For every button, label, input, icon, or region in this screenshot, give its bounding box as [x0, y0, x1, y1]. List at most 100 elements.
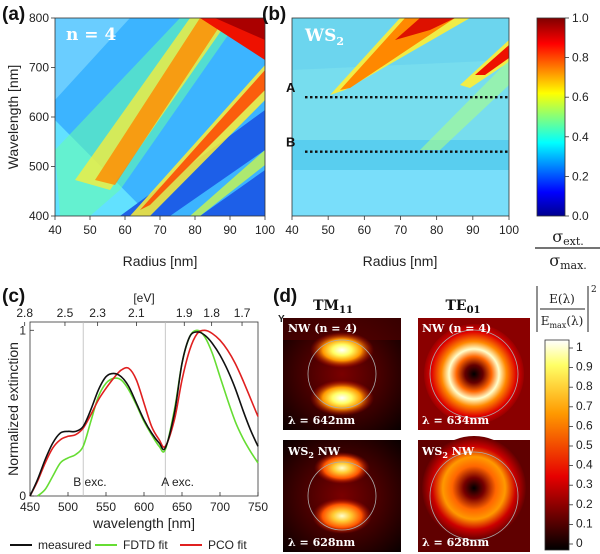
- top-tick-label-c-3: 2.1: [128, 306, 145, 320]
- svg-text:Emax(λ): Emax(λ): [541, 314, 584, 330]
- field-map-tm-ws2-title: WS2 NW: [287, 445, 341, 460]
- axis-marker-d: Y: [278, 314, 285, 325]
- y-tick-label-a-700: 700: [29, 61, 49, 75]
- colorbar-b-tick-label-2: 0.4: [572, 130, 589, 144]
- colorbar-d-tick-label-5: 0.5: [576, 438, 593, 452]
- legend-label-2: PCO fit: [208, 538, 247, 552]
- field-map-te-ws2-lambda: λ = 628nm: [422, 536, 490, 549]
- x-tick-label-b-60: 60: [358, 223, 372, 237]
- plot-c-frame: [29, 321, 259, 497]
- annotation-label-A: A: [286, 80, 296, 95]
- legend-label-1: FDTD fit: [123, 538, 168, 552]
- y-tick-label-a-500: 500: [29, 160, 49, 174]
- colorbar-b-tick-label-0: 0.0: [572, 209, 589, 223]
- x-tick-label-b-90: 90: [466, 223, 480, 237]
- colorbar-d-tick-label-8: 0.2: [576, 497, 593, 511]
- legend-label-0: measured: [38, 538, 91, 552]
- y-tick-label-a-600: 600: [29, 110, 49, 124]
- field-map-te-nw-lambda: λ = 634nm: [422, 414, 490, 427]
- x-tick-label-b-50: 50: [321, 223, 335, 237]
- top-tick-label-c-4: 1.9: [176, 306, 193, 320]
- top-tick-label-c-1: 2.5: [57, 306, 74, 320]
- svg-text:σext.: σext.: [552, 227, 584, 248]
- x-tick-label-c-650: 650: [172, 500, 192, 514]
- field-map-te-ws2-title: WS2 NW: [421, 445, 475, 460]
- x-tick-label-b-40: 40: [285, 223, 299, 237]
- field-map-te-nw: NW (n = 4) λ = 634nm: [418, 318, 530, 430]
- colorbar-d-tick-label-10: 0: [576, 536, 583, 550]
- series-line-pco-fit: [29, 329, 259, 497]
- field-map-tm-ws2-lambda: λ = 628nm: [288, 536, 356, 549]
- ylabel-c: Normalized extinction: [5, 342, 21, 476]
- colorbar-b-tick-label-4: 0.8: [572, 51, 589, 65]
- plot-c: B exc. A exc. 450 500 550 600 650 700 750 2.8 2.5 2…: [16, 306, 268, 514]
- x-tick-label-b-70: 70: [394, 223, 408, 237]
- legend-c: measured FDTD fit PCO fit: [10, 538, 247, 552]
- colorbar-d-tick-label-3: 0.7: [576, 399, 593, 413]
- x-tick-label-c-700: 700: [210, 500, 230, 514]
- field-map-tm-nw-title: NW (n = 4): [288, 322, 357, 335]
- ylabel-a: Wavelength [nm]: [5, 65, 21, 170]
- heatmap-a: n = 4: [54, 17, 266, 217]
- x-tick-label-a-40: 40: [48, 223, 62, 237]
- x-tick-label-a-90: 90: [223, 223, 237, 237]
- field-map-tm-nw-lambda: λ = 642nm: [288, 414, 356, 427]
- x-tick-label-c-500: 500: [58, 500, 78, 514]
- series-line-measured: [29, 331, 259, 497]
- heatmap-b-inset-label: WS2: [304, 26, 344, 48]
- svg-text:E(λ): E(λ): [549, 292, 575, 306]
- top-tick-label-c-6: 1.7: [234, 306, 251, 320]
- colorbar-d: [544, 339, 570, 551]
- panel-label-c: (c): [2, 286, 25, 307]
- colorbar-d-tick-label-4: 0.6: [576, 418, 593, 432]
- field-map-tm-ws2: WS2 NW λ = 628nm: [283, 440, 401, 552]
- colorbar-d-tick-label-1: 0.9: [576, 360, 593, 374]
- colorbar-d-tick-label-2: 0.8: [576, 379, 593, 393]
- field-map-te-nw-title: NW (n = 4): [422, 322, 491, 335]
- heatmap-b: WS2 A B: [286, 17, 510, 217]
- svg-text:2: 2: [591, 285, 597, 295]
- panel-label-b: (b): [262, 4, 286, 25]
- field-map-tm-nw: NW (n = 4) λ = 642nm: [283, 318, 401, 430]
- x-tick-label-c-750: 750: [248, 500, 268, 514]
- x-tick-label-c-450: 450: [20, 500, 40, 514]
- field-map-te-ws2: WS2 NW λ = 628nm: [418, 436, 530, 552]
- colorbar-b-ticks: 0.0 0.2 0.4 0.6 0.8 1.0: [565, 11, 589, 223]
- axes-a: 40 50 60 70 80 90 100 400 500 600 700 800: [29, 11, 275, 237]
- heatmap-a-inset-label: n = 4: [66, 25, 116, 45]
- x-tick-label-c-550: 550: [96, 500, 116, 514]
- xlabel-b: Radius [nm]: [363, 253, 438, 269]
- colorbar-d-tick-label-9: 0.1: [576, 516, 593, 530]
- y-tick-label-a-400: 400: [29, 209, 49, 223]
- x-tick-label-a-50: 50: [83, 223, 97, 237]
- axes-b: 40 50 60 70 80 90 100: [285, 216, 519, 237]
- colorbar-b-tick-label-1: 0.2: [572, 169, 589, 183]
- annotation-label-A exc.: A exc.: [161, 475, 194, 489]
- x-tick-label-b-80: 80: [430, 223, 444, 237]
- panel-label-d: (d): [273, 286, 297, 307]
- panel-label-a: (a): [2, 4, 25, 25]
- colorbar-d-ticks: 1 0.9 0.8 0.7 0.6 0.5 0.4 0.3 0.2 0.1 0: [569, 340, 593, 550]
- top-tick-label-c-5: 1.8: [203, 306, 220, 320]
- colorbar-b-tick-label-3: 0.6: [572, 90, 589, 104]
- top-tick-label-c-0: 2.8: [16, 306, 33, 320]
- colorbar-d-tick-label-6: 0.4: [576, 458, 593, 472]
- x-tick-label-b-100: 100: [499, 223, 519, 237]
- column-title-te: TE01: [445, 298, 480, 316]
- xlabel-c: wavelength [nm]: [92, 515, 195, 531]
- x-tick-label-a-70: 70: [153, 223, 167, 237]
- x-tick-label-a-100: 100: [255, 223, 275, 237]
- annotation-label-B: B: [286, 135, 295, 150]
- top-axis-label-c: [eV]: [133, 291, 154, 305]
- x-tick-label-c-600: 600: [134, 500, 154, 514]
- colorbar-b-tick-label-5: 1.0: [572, 11, 589, 25]
- xlabel-a: Radius [nm]: [123, 253, 198, 269]
- colorbar-b: [536, 17, 566, 217]
- colorbar-b-label: σext. σmax.: [535, 227, 600, 272]
- column-title-tm: TM11: [313, 298, 353, 316]
- colorbar-d-tick-label-0: 1: [576, 340, 583, 354]
- colorbar-d-label: E(λ) Emax(λ) 2: [536, 285, 597, 332]
- x-tick-label-a-60: 60: [118, 223, 132, 237]
- y-tick-label-c-1: 1: [19, 323, 26, 337]
